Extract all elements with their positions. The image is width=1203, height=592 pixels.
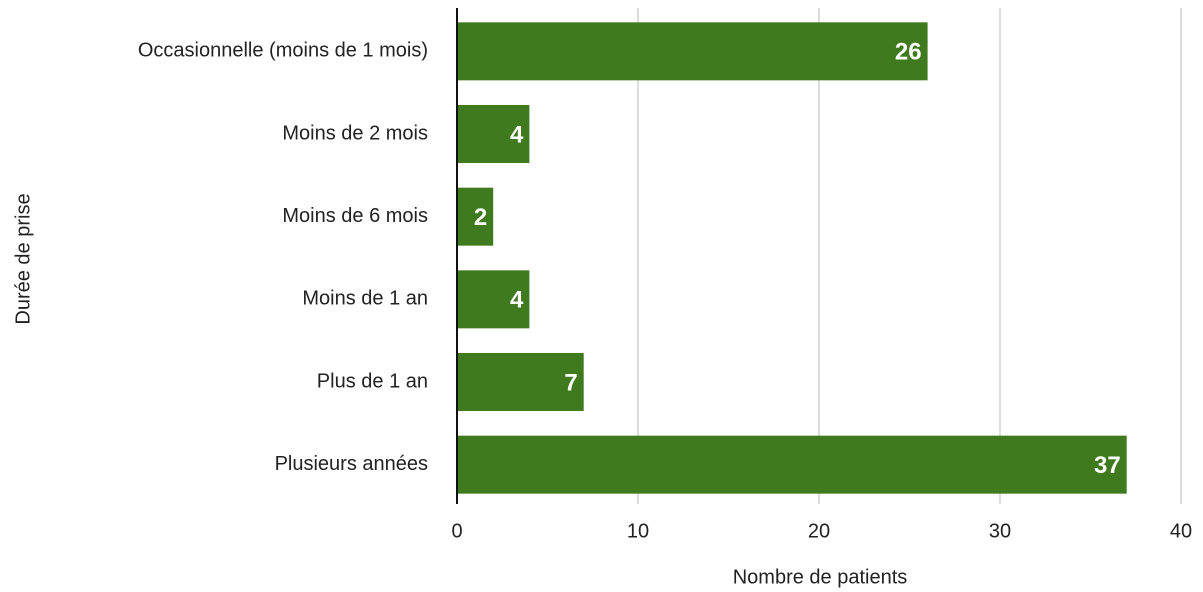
y-tick-label: Occasionnelle (moins de 1 mois) <box>138 40 428 62</box>
x-axis-label: Nombre de patients <box>733 566 908 588</box>
y-tick-label: Plusieurs années <box>275 453 428 475</box>
value-label: 7 <box>564 369 577 396</box>
x-tick-label: 20 <box>808 520 830 542</box>
x-tick-label: 10 <box>627 520 649 542</box>
x-tick-label: 30 <box>989 520 1011 542</box>
bar <box>457 22 928 81</box>
bar <box>457 105 530 163</box>
value-label: 2 <box>474 204 487 231</box>
y-tick-label: Plus de 1 an <box>317 370 428 392</box>
bar <box>457 187 494 246</box>
x-tick-label: 40 <box>1170 520 1192 542</box>
value-label: 4 <box>510 121 524 148</box>
bar <box>457 270 530 329</box>
bar <box>457 435 1127 494</box>
value-label: 37 <box>1094 452 1121 479</box>
value-label: 26 <box>895 39 922 66</box>
bar <box>457 353 584 411</box>
y-tick-label: Moins de 1 an <box>302 288 428 310</box>
y-tick-label: Moins de 2 mois <box>282 122 428 144</box>
value-label: 4 <box>510 287 524 314</box>
y-axis-label: Durée de prise <box>12 193 34 324</box>
y-tick-label: Moins de 6 mois <box>282 205 428 227</box>
x-tick-label: 0 <box>451 520 462 542</box>
